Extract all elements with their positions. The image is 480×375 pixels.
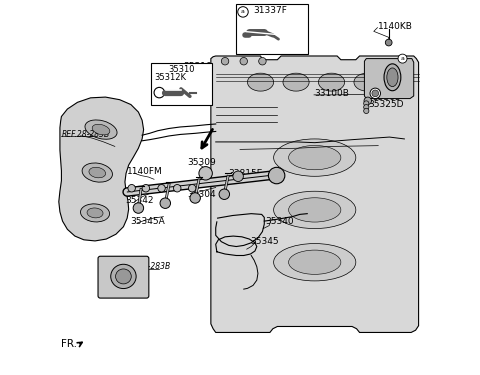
Text: REF.28-283B: REF.28-283B <box>61 130 109 139</box>
Text: 35342: 35342 <box>125 196 154 205</box>
Text: REF.28-283B: REF.28-283B <box>122 262 170 271</box>
Circle shape <box>364 105 369 110</box>
Circle shape <box>372 90 379 97</box>
Ellipse shape <box>387 68 398 87</box>
Ellipse shape <box>87 208 103 218</box>
Circle shape <box>233 171 243 182</box>
Bar <box>236 4 308 54</box>
Circle shape <box>221 57 229 65</box>
Circle shape <box>158 184 165 192</box>
Text: 35345A: 35345A <box>130 217 165 226</box>
Text: a: a <box>401 56 405 61</box>
Circle shape <box>154 87 165 98</box>
Text: 31337F: 31337F <box>269 14 303 23</box>
Text: 1140FM: 1140FM <box>127 167 163 176</box>
Ellipse shape <box>283 73 309 91</box>
Ellipse shape <box>288 250 341 274</box>
Circle shape <box>268 167 285 184</box>
FancyBboxPatch shape <box>98 256 149 298</box>
Ellipse shape <box>92 124 110 135</box>
Text: 35310: 35310 <box>183 62 212 70</box>
Ellipse shape <box>116 269 131 284</box>
Circle shape <box>240 57 248 65</box>
Ellipse shape <box>81 204 109 222</box>
Circle shape <box>238 7 248 17</box>
Text: 35340: 35340 <box>265 217 294 226</box>
Ellipse shape <box>288 146 341 170</box>
Circle shape <box>385 39 392 46</box>
Text: 33100B: 33100B <box>314 89 349 98</box>
Text: 31337F: 31337F <box>253 6 288 15</box>
Circle shape <box>189 184 196 192</box>
Ellipse shape <box>89 167 106 178</box>
Ellipse shape <box>354 73 380 91</box>
Circle shape <box>364 97 372 105</box>
Ellipse shape <box>384 64 401 91</box>
Ellipse shape <box>274 191 356 229</box>
Ellipse shape <box>318 73 345 91</box>
Circle shape <box>199 166 212 180</box>
Circle shape <box>133 203 144 213</box>
Ellipse shape <box>82 163 112 182</box>
Ellipse shape <box>274 139 356 176</box>
Circle shape <box>128 184 135 192</box>
Polygon shape <box>211 56 419 333</box>
Polygon shape <box>59 97 144 241</box>
Text: 35309: 35309 <box>187 158 216 166</box>
Text: 33815E: 33815E <box>228 169 263 178</box>
Circle shape <box>398 54 407 63</box>
Text: 35304: 35304 <box>187 190 216 199</box>
Text: 35325D: 35325D <box>368 100 404 109</box>
Text: 35312K: 35312K <box>160 73 194 82</box>
Bar <box>151 63 212 105</box>
Circle shape <box>173 184 181 192</box>
Text: 35345: 35345 <box>251 237 279 246</box>
Text: FR.: FR. <box>61 339 77 349</box>
Circle shape <box>364 101 369 106</box>
Polygon shape <box>364 58 414 99</box>
Circle shape <box>219 189 229 200</box>
Text: 35310: 35310 <box>168 64 194 74</box>
Circle shape <box>142 184 150 192</box>
Text: 35312K: 35312K <box>154 73 186 82</box>
Circle shape <box>370 88 381 99</box>
Circle shape <box>190 193 200 203</box>
Ellipse shape <box>111 264 136 288</box>
Text: a: a <box>241 9 245 14</box>
Circle shape <box>160 198 170 208</box>
Text: 35305: 35305 <box>372 93 401 102</box>
Circle shape <box>259 57 266 65</box>
Text: 1140KB: 1140KB <box>377 22 412 31</box>
Ellipse shape <box>248 73 274 91</box>
Ellipse shape <box>85 120 117 139</box>
Ellipse shape <box>288 198 341 222</box>
Ellipse shape <box>274 243 356 281</box>
Circle shape <box>364 108 369 114</box>
